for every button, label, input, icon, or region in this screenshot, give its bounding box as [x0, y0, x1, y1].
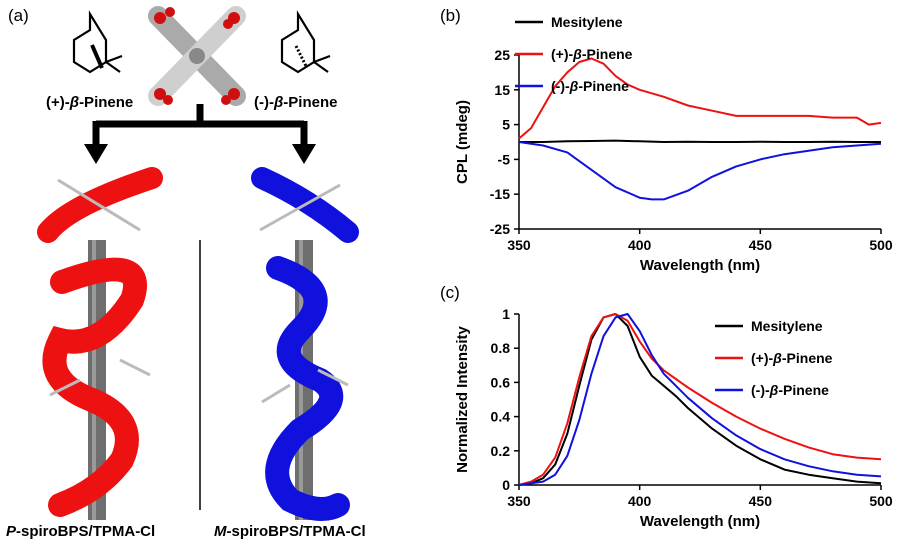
x-axis-label: Wavelength (nm)	[640, 257, 760, 274]
intensity-chart: 0 0.2 0.4 0.6 0.8 1 350 400 450 500 Wavelength (nm…	[454, 306, 893, 530]
legend-entry: (-)-β-Pinene	[551, 78, 629, 94]
y-tick-label: 5	[502, 117, 510, 133]
branch-arrows	[84, 104, 316, 164]
y-tick-label: 0.8	[491, 340, 511, 356]
panel-label-c: (c)	[440, 283, 460, 302]
minus-pinene-label: (-)-β-Pinene	[254, 94, 338, 111]
y-tick-label: -25	[490, 221, 510, 237]
y-axis-label: CPL (mdeg)	[454, 100, 471, 184]
x-tick-label: 400	[628, 493, 652, 509]
p-helix-caption: P-spiroBPS/TPMA-Cl	[6, 523, 156, 540]
x-tick-label: 350	[507, 237, 531, 253]
series-line	[518, 313, 882, 486]
plus-pinene-structure-icon	[72, 10, 123, 74]
x-tick-label: 500	[869, 237, 893, 253]
y-tick-label: 15	[494, 82, 510, 98]
y-tick-label: -5	[498, 151, 511, 167]
series-line	[518, 313, 882, 486]
panel-label-a: (a)	[8, 6, 29, 25]
y-tick-label: 0.2	[491, 443, 511, 459]
plus-pinene-label: (+)-β-Pinene	[46, 94, 134, 111]
x-tick-label: 450	[749, 493, 773, 509]
x-tick-label: 450	[749, 237, 773, 253]
panel-a-illustration	[37, 6, 359, 521]
y-tick-label: 0	[502, 477, 510, 493]
spiro-molecule-icon	[148, 6, 246, 106]
legend-entry: Mesitylene	[751, 318, 823, 334]
m-helix-caption: M-spiroBPS/TPMA-Cl	[214, 523, 366, 540]
x-tick-label: 500	[869, 493, 893, 509]
x-axis-label: Wavelength (nm)	[640, 513, 760, 530]
legend-entry: (+)-β-Pinene	[551, 46, 633, 62]
x-tick-label: 400	[628, 237, 652, 253]
y-tick-label: 1	[502, 306, 510, 322]
legend-entry: (+)-β-Pinene	[751, 350, 833, 366]
series-line	[518, 313, 882, 486]
y-axis-label: Normalized Intensity	[454, 325, 471, 472]
y-tick-label: -15	[490, 186, 510, 202]
x-tick-label: 350	[507, 493, 531, 509]
series-line	[518, 141, 882, 201]
y-tick-label: 25	[494, 47, 510, 63]
series-line	[518, 57, 882, 140]
m-helix-model	[251, 167, 359, 521]
series-line	[519, 139, 881, 143]
p-helix-model	[37, 167, 163, 520]
y-tick-label: 0.6	[491, 374, 511, 390]
minus-pinene-structure-icon	[280, 10, 331, 74]
panel-label-b: (b)	[440, 6, 461, 25]
y-tick-label: 0.4	[491, 409, 511, 425]
legend-entry: (-)-β-Pinene	[751, 382, 829, 398]
legend-entry: Mesitylene	[551, 14, 623, 30]
